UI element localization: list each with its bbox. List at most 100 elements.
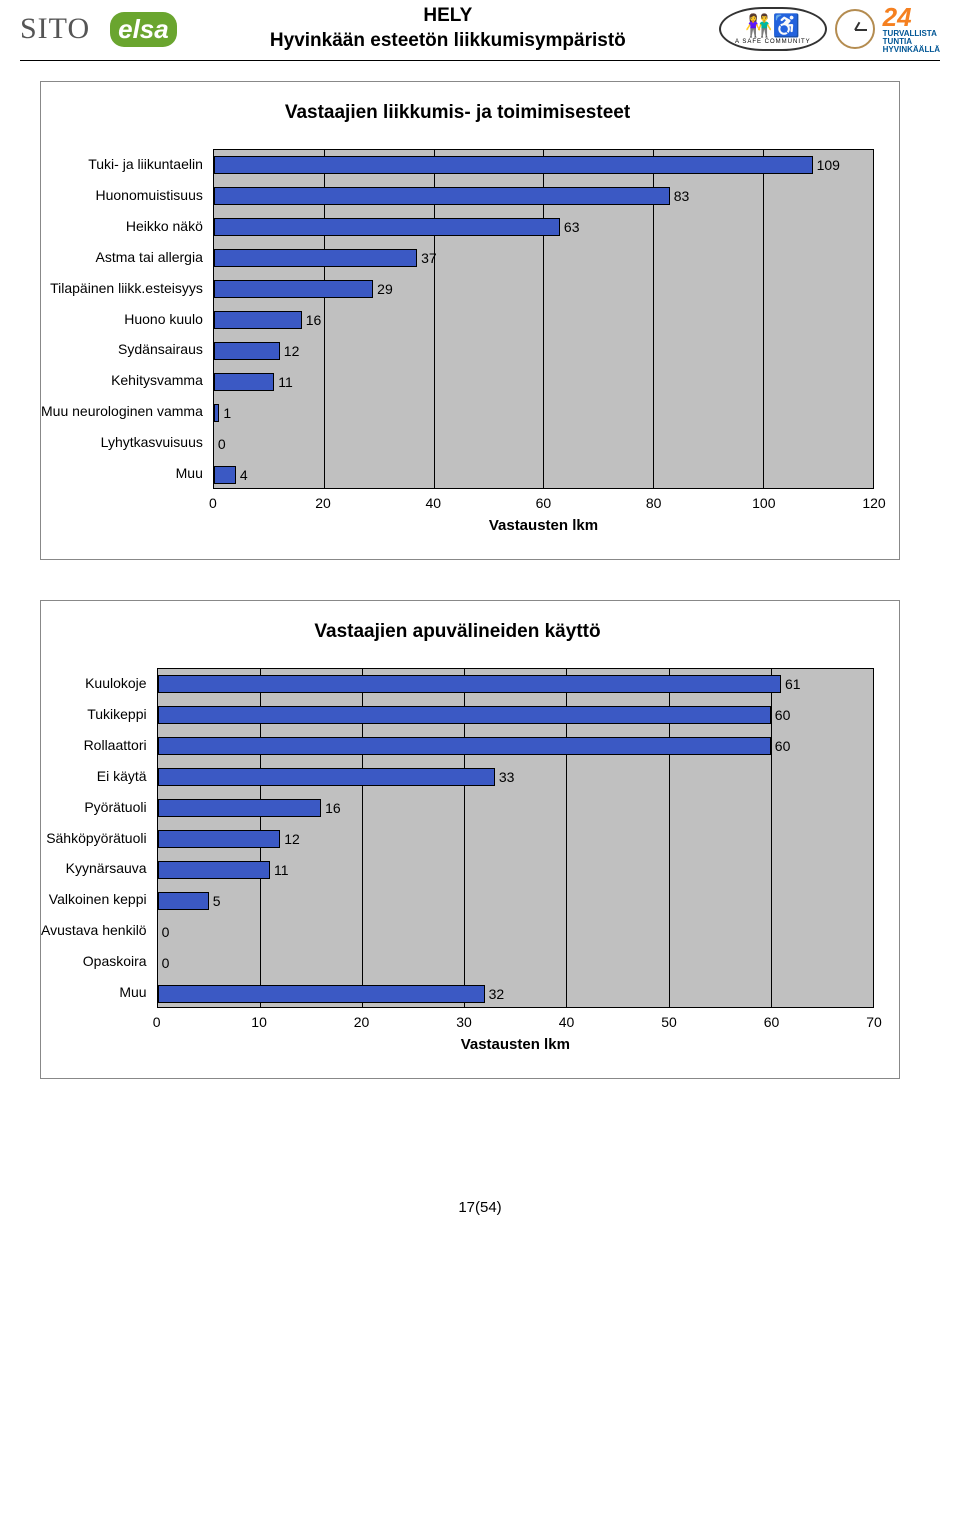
xtick-label: 60 <box>536 495 552 511</box>
xtick-label: 0 <box>153 1014 161 1030</box>
bar-value-label: 16 <box>321 799 341 817</box>
bar-value-label: 11 <box>270 861 289 879</box>
header-divider <box>20 60 940 61</box>
xtick-label: 50 <box>661 1014 677 1030</box>
category-label: Tilapäinen liikk.esteisyys <box>41 273 203 304</box>
bar <box>158 768 495 786</box>
bar-row: 5 <box>158 892 209 910</box>
header-right-logos: 👫♿ A SAFE COMMUNITY 24 TURVALLISTA TUNTI… <box>719 4 940 54</box>
category-label: Avustava henkilö <box>41 915 147 946</box>
safe-community-text: A SAFE COMMUNITY <box>735 39 811 45</box>
xtick-label: 20 <box>354 1014 370 1030</box>
header-line2: Hyvinkään esteetön liikkumisympäristö <box>177 29 719 54</box>
category-label: Astma tai allergia <box>41 242 203 273</box>
bar-value-label: 0 <box>158 923 170 941</box>
xtick-label: 30 <box>456 1014 472 1030</box>
bar-row: 12 <box>214 342 280 360</box>
bar <box>158 892 209 910</box>
clock-icon <box>835 9 875 49</box>
xtick-label: 70 <box>866 1014 882 1030</box>
page-number: 17(54) <box>0 1199 960 1246</box>
chart-assistive-devices: Vastaajien apuvälineiden käyttö Kuulokoj… <box>40 600 900 1079</box>
xtick-label: 100 <box>752 495 775 511</box>
hyvinkaa-24-logo: 24 TURVALLISTA TUNTIA HYVINKÄÄLLÄ <box>883 4 940 54</box>
xtick-label: 40 <box>425 495 441 511</box>
bar <box>158 675 781 693</box>
elsa-logo: elsa <box>110 12 177 47</box>
xtick-label: 80 <box>646 495 662 511</box>
gridline <box>873 669 874 1007</box>
bar-row: 32 <box>158 985 485 1003</box>
bar-row: 60 <box>158 706 771 724</box>
category-label: Opaskoira <box>41 946 147 977</box>
category-label: Lyhytkasvuisuus <box>41 427 203 458</box>
category-label: Sydänsairaus <box>41 334 203 365</box>
bar-row: 1 <box>214 404 219 422</box>
bar <box>158 985 485 1003</box>
chart2-xaxis-title: Vastausten lkm <box>157 1036 874 1053</box>
bar-row: 83 <box>214 187 670 205</box>
category-label: Kehitysvamma <box>41 365 203 396</box>
gridline <box>763 150 764 488</box>
bar <box>214 373 274 391</box>
bar-row: 29 <box>214 280 373 298</box>
bar-value-label: 60 <box>771 737 791 755</box>
bar <box>214 342 280 360</box>
bar-row: 37 <box>214 249 417 267</box>
bar-row: 63 <box>214 218 560 236</box>
chart2-xticks: 010203040506070 <box>157 1008 874 1030</box>
bar-row: 33 <box>158 768 495 786</box>
chart1-plot-area: 10983633729161211104 <box>213 149 874 489</box>
bar <box>158 799 322 817</box>
xtick-label: 20 <box>315 495 331 511</box>
bar-row: 61 <box>158 675 781 693</box>
bar <box>158 706 771 724</box>
bar <box>214 218 560 236</box>
chart1-category-labels: Tuki- ja liikuntaelinHuonomuistisuusHeik… <box>41 149 213 489</box>
gridline <box>873 150 874 488</box>
bar-value-label: 63 <box>560 218 580 236</box>
xtick-label: 0 <box>209 495 217 511</box>
bar-value-label: 16 <box>302 311 322 329</box>
bar-value-label: 5 <box>209 892 221 910</box>
category-label: Kuulokoje <box>41 668 147 699</box>
bar <box>214 311 302 329</box>
chart2-plot-area: 6160603316121150032 <box>157 668 874 1008</box>
page-header: SITO elsa HELY Hyvinkään esteetön liikku… <box>0 0 960 54</box>
bar <box>158 861 270 879</box>
bar-value-label: 109 <box>813 156 840 174</box>
category-label: Muu <box>41 458 203 489</box>
hyv-line3: HYVINKÄÄLLÄ <box>883 46 940 54</box>
bar <box>214 466 236 484</box>
chart2-category-labels: KuulokojeTukikeppiRollaattoriEi käytäPyö… <box>41 668 157 1008</box>
bar-row: 16 <box>214 311 302 329</box>
bar-value-label: 4 <box>236 466 248 484</box>
category-label: Muu neurologinen vamma <box>41 396 203 427</box>
bar-value-label: 32 <box>485 985 505 1003</box>
bar-value-label: 33 <box>495 768 515 786</box>
bar-row: 16 <box>158 799 322 817</box>
category-label: Heikko näkö <box>41 211 203 242</box>
header-title-block: HELY Hyvinkään esteetön liikkumisympäris… <box>177 4 719 53</box>
category-label: Ei käytä <box>41 761 147 792</box>
bar-value-label: 61 <box>781 675 801 693</box>
bar <box>214 156 813 174</box>
hyv-number: 24 <box>883 2 912 32</box>
chart1-xticks: 020406080100120 <box>213 489 874 511</box>
category-label: Sähköpyörätuoli <box>41 823 147 854</box>
bar-value-label: 0 <box>214 435 226 453</box>
bar-value-label: 29 <box>373 280 393 298</box>
bar-row: 60 <box>158 737 771 755</box>
bar-row: 12 <box>158 830 281 848</box>
bar-row: 4 <box>214 466 236 484</box>
category-label: Tukikeppi <box>41 699 147 730</box>
bar <box>214 280 373 298</box>
header-left-logos: SITO elsa <box>20 12 177 47</box>
chart-mobility-barriers: Vastaajien liikkumis- ja toimimisesteet … <box>40 81 900 560</box>
bar-row: 109 <box>214 156 813 174</box>
bar <box>214 249 417 267</box>
bar-value-label: 12 <box>280 830 300 848</box>
category-label: Valkoinen keppi <box>41 884 147 915</box>
chart1-xaxis-title: Vastausten lkm <box>213 517 874 534</box>
bar-value-label: 60 <box>771 706 791 724</box>
